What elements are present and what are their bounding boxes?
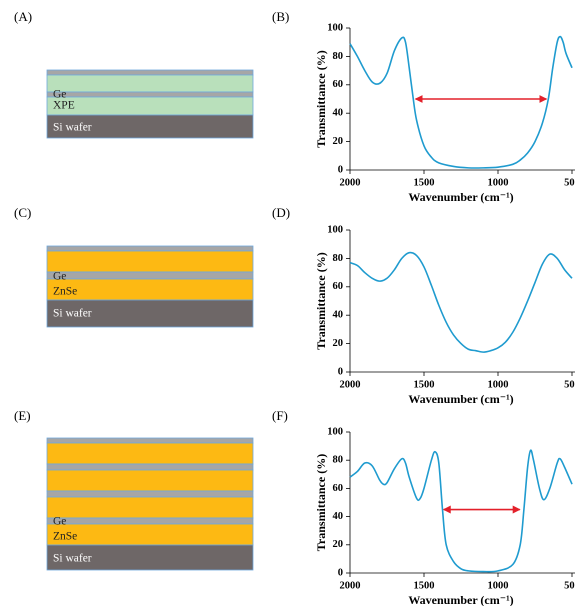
y-tick-label: 40 (333, 310, 344, 321)
y-tick-label: 80 (333, 51, 344, 62)
y-tick-label: 60 (333, 281, 344, 292)
layer-label: Ge (53, 516, 66, 528)
x-tick-label: 1500 (414, 580, 435, 591)
y-tick-label: 60 (333, 483, 344, 494)
layer-label: XPE (53, 100, 75, 112)
y-axis-label: Transmittance (%) (314, 252, 328, 349)
layer-stack (46, 69, 254, 139)
y-tick-label: 0 (338, 567, 343, 578)
y-tick-label: 0 (338, 164, 343, 175)
y-tick-label: 100 (327, 22, 343, 33)
panel-label: (A) (14, 9, 32, 24)
layer-label: Ge (53, 271, 66, 283)
x-tick-label: 1000 (488, 177, 509, 188)
y-tick-label: 20 (333, 338, 344, 349)
x-tick-label: 2000 (340, 580, 361, 591)
y-tick-label: 20 (333, 539, 344, 550)
y-tick-label: 100 (327, 224, 343, 235)
x-tick-label: 500 (564, 379, 575, 390)
x-tick-label: 1000 (488, 379, 509, 390)
y-tick-label: 40 (333, 511, 344, 522)
panel-label: (F) (272, 408, 288, 423)
data-line (349, 251, 573, 353)
x-axis-label: Wavenumber (cm⁻¹) (408, 190, 513, 204)
y-tick-label: 40 (333, 108, 344, 119)
x-tick-label: 500 (564, 580, 575, 591)
y-tick-label: 100 (327, 426, 343, 437)
x-tick-label: 2000 (340, 177, 361, 188)
y-axis-label: Transmittance (%) (314, 50, 328, 147)
y-tick-label: 80 (333, 253, 344, 264)
y-tick-label: 0 (338, 366, 343, 377)
y-tick-label: 60 (333, 79, 344, 90)
x-tick-label: 1500 (414, 177, 435, 188)
layer-stack (46, 245, 254, 328)
panel-label: (D) (272, 205, 290, 220)
panel-label: (E) (14, 408, 31, 423)
layer-stack (46, 437, 254, 571)
y-axis-label: Transmittance (%) (314, 454, 328, 551)
layer-label: Si wafer (53, 122, 92, 134)
x-tick-label: 1500 (414, 379, 435, 390)
panel-label: (B) (272, 9, 289, 24)
data-line (349, 35, 573, 169)
y-tick-label: 80 (333, 455, 344, 466)
x-axis-label: Wavenumber (cm⁻¹) (408, 392, 513, 406)
x-tick-label: 500 (564, 177, 575, 188)
layer-label: Ge (53, 89, 66, 101)
x-axis-label: Wavenumber (cm⁻¹) (408, 593, 513, 606)
data-line (349, 449, 573, 573)
layer-label: Si wafer (53, 308, 92, 320)
x-tick-label: 2000 (340, 379, 361, 390)
layer-label: Si wafer (53, 553, 92, 565)
layer-label: ZnSe (53, 286, 77, 298)
x-tick-label: 1000 (488, 580, 509, 591)
y-tick-label: 20 (333, 136, 344, 147)
panel-label: (C) (14, 205, 31, 220)
layer-label: ZnSe (53, 531, 77, 543)
